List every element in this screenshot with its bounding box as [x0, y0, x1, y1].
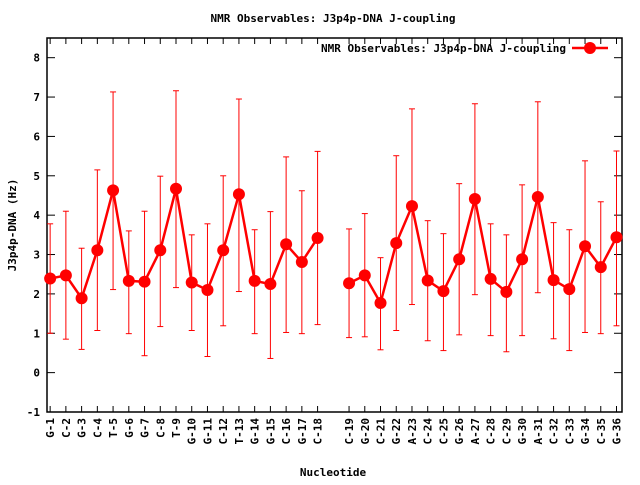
data-point [232, 188, 245, 201]
x-tick-label: A-31 [532, 418, 545, 445]
x-tick-label: T-9 [170, 418, 183, 438]
x-tick-label: G-20 [359, 418, 372, 445]
x-tick-label: C-29 [500, 418, 513, 445]
data-point [280, 238, 293, 251]
x-tick-label: G-30 [516, 418, 529, 445]
x-tick-label: G-17 [296, 418, 309, 445]
data-point [547, 274, 560, 287]
x-tick-label: C-25 [437, 418, 450, 445]
data-point [295, 256, 308, 269]
data-point [343, 277, 356, 290]
x-tick-label: C-19 [343, 418, 356, 445]
x-tick-label: C-28 [485, 418, 498, 445]
x-tick-label: G-10 [186, 418, 199, 445]
x-tick-label: C-24 [422, 418, 435, 445]
data-point [390, 237, 403, 250]
legend: NMR Observables: J3p4p-DNA J-coupling [321, 42, 608, 55]
x-tick-label: G-36 [610, 418, 623, 445]
x-tick-label: A-27 [469, 418, 482, 445]
y-axis-label: J3p4p-DNA (Hz) [6, 179, 19, 272]
x-tick-label: G-26 [453, 418, 466, 445]
series-line [348, 196, 618, 307]
data-point [122, 274, 135, 287]
x-tick-label: G-11 [201, 418, 214, 445]
data-point [468, 193, 481, 206]
data-point [44, 272, 57, 285]
data-point [170, 182, 183, 195]
x-tick-label: C-21 [375, 418, 388, 445]
x-tick-label: C-8 [154, 418, 167, 438]
x-tick-label: C-2 [60, 418, 73, 438]
data-point [248, 274, 261, 287]
data-point [107, 184, 120, 197]
series-line [49, 188, 319, 302]
y-tick-label: -1 [27, 406, 41, 419]
x-tick-label: C-18 [312, 418, 325, 445]
legend-label: NMR Observables: J3p4p-DNA J-coupling [321, 42, 566, 55]
data-point [201, 283, 214, 296]
x-tick-label: G-7 [139, 418, 152, 438]
data-point [516, 253, 529, 266]
y-tick-label: 7 [33, 91, 40, 104]
data-point [563, 283, 576, 296]
x-tick-label: G-34 [579, 418, 592, 445]
data-point [500, 285, 513, 298]
chart-title: NMR Observables: J3p4p-DNA J-coupling [210, 12, 455, 25]
x-axis-label: Nucleotide [300, 466, 367, 479]
data-series [44, 90, 623, 359]
data-point [138, 275, 151, 288]
x-tick-label: C-16 [280, 418, 293, 445]
data-point [531, 191, 544, 204]
x-tick-label: G-22 [390, 418, 403, 445]
y-tick-label: 1 [33, 327, 40, 340]
data-point [75, 292, 88, 305]
x-tick-label: C-12 [217, 418, 230, 445]
data-point [594, 261, 607, 274]
y-tick-label: 5 [33, 170, 40, 183]
data-point [484, 272, 497, 285]
x-tick-label: C-35 [595, 418, 608, 445]
data-point [185, 276, 198, 289]
y-tick-label: 3 [33, 249, 40, 262]
x-tick-label: T-5 [107, 418, 120, 438]
data-point [311, 231, 324, 244]
data-point [453, 253, 466, 266]
x-tick-label: A-23 [406, 418, 419, 445]
data-point [217, 244, 230, 257]
data-point [405, 200, 418, 213]
x-tick-label: T-13 [233, 418, 246, 445]
y-tick-label: 8 [33, 52, 40, 65]
data-point [91, 244, 104, 257]
x-tick-label: G-14 [249, 418, 262, 445]
data-point [579, 240, 592, 253]
x-tick-label: C-32 [548, 418, 561, 445]
data-point [610, 231, 623, 244]
x-tick-label: C-33 [563, 418, 576, 445]
x-tick-label: G-6 [123, 418, 136, 438]
y-tick-label: 4 [33, 209, 40, 222]
legend-marker-sample [584, 42, 596, 54]
data-point [264, 278, 277, 291]
x-tick-label: G-3 [76, 418, 89, 438]
y-tick-label: 0 [33, 367, 40, 380]
y-tick-label: 6 [33, 130, 40, 143]
data-point [421, 274, 434, 287]
data-point [154, 244, 167, 257]
data-point [437, 285, 450, 298]
data-point [374, 296, 387, 309]
data-point [59, 269, 72, 282]
x-tick-label: C-4 [91, 418, 104, 438]
x-tick-label: G-15 [264, 418, 277, 445]
x-tick-label: G-1 [44, 418, 57, 438]
plot-frame [46, 37, 623, 413]
data-point [358, 269, 371, 282]
y-tick-label: 2 [33, 288, 40, 301]
